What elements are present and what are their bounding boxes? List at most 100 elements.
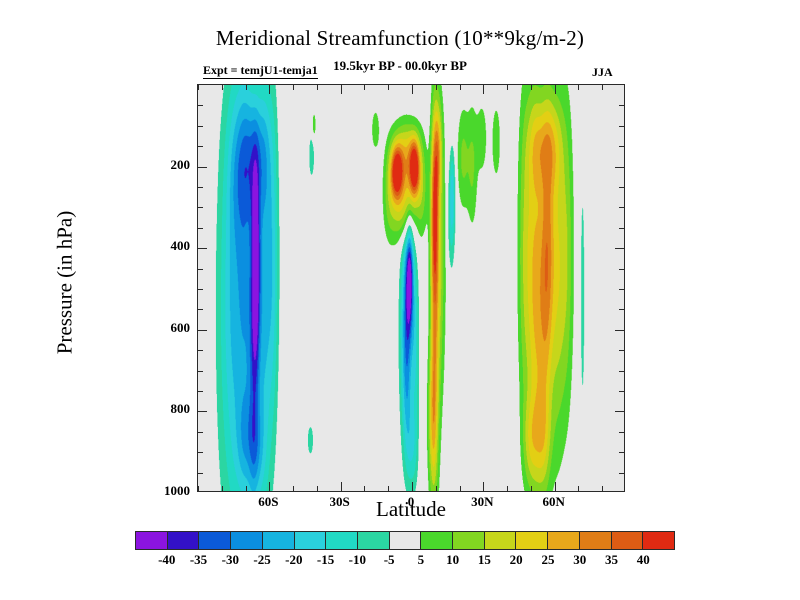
x-tick	[340, 482, 342, 491]
x-tick	[293, 486, 295, 491]
colorbar-tick-label: 15	[477, 552, 491, 567]
x-tick	[340, 85, 342, 94]
colorbar-cell	[579, 532, 612, 549]
x-tick	[483, 85, 485, 94]
colorbar-cell	[167, 532, 200, 549]
y-tick	[619, 207, 624, 209]
colorbar-cell	[199, 532, 232, 549]
y-tick-label: 600	[170, 319, 191, 335]
colorbar-cell	[643, 532, 674, 549]
colorbar-cell	[389, 532, 422, 549]
x-tick	[221, 486, 223, 491]
y-tick	[619, 350, 624, 352]
x-tick	[198, 85, 199, 90]
y-tick	[198, 329, 207, 331]
y-tick	[198, 370, 203, 372]
y-tick	[198, 431, 203, 433]
colorbar-cell	[453, 532, 485, 549]
colorbar-tick-label: 10	[446, 552, 460, 567]
colorbar-cell	[484, 532, 517, 549]
y-tick	[198, 289, 203, 290]
y-tick	[619, 125, 624, 127]
y-tick	[198, 350, 203, 352]
x-tick	[435, 486, 437, 491]
colorbar-tick-label: 35	[604, 552, 618, 567]
x-tick	[221, 85, 223, 90]
y-axis-title: Pressure (in hPa)	[52, 210, 77, 355]
colorbar-tick-label: -10	[348, 552, 367, 567]
x-tick	[554, 482, 556, 491]
x-tick	[364, 85, 366, 90]
experiment-label: Expt = temjU1-temja1	[203, 63, 318, 79]
y-tick	[198, 105, 203, 107]
colorbar-cell	[326, 532, 358, 549]
y-tick	[198, 472, 203, 474]
colorbar	[135, 531, 675, 550]
y-tick-label: 400	[170, 238, 191, 254]
x-tick	[602, 486, 604, 491]
colorbar-tick-label: 40	[636, 552, 650, 567]
x-tick-label: 0	[407, 494, 415, 509]
y-tick	[619, 431, 624, 433]
x-tick	[364, 486, 366, 491]
x-tick-label: 30S	[329, 494, 350, 509]
x-tick	[507, 486, 509, 491]
x-tick	[507, 85, 509, 90]
y-tick	[198, 187, 203, 188]
x-tick	[578, 486, 580, 491]
y-tick	[198, 227, 203, 229]
x-tick	[388, 486, 390, 491]
colorbar-tick-label: 5	[417, 552, 425, 567]
colorbar-tick-label: -40	[158, 552, 176, 567]
colorbar-tick-label: -20	[285, 552, 303, 567]
y-tick	[198, 146, 203, 148]
y-tick	[619, 187, 624, 188]
colorbar-tick-label: -25	[253, 552, 271, 567]
y-tick	[615, 248, 624, 250]
x-tick	[483, 482, 485, 491]
x-tick	[459, 85, 461, 90]
colorbar-cell	[421, 532, 454, 549]
y-tick	[198, 309, 203, 311]
x-axis-title: Latitude	[376, 497, 446, 521]
colorbar-cell	[516, 532, 549, 549]
x-tick	[269, 85, 271, 94]
colorbar-tick-label: -30	[221, 552, 239, 567]
colorbar-cell	[136, 532, 168, 549]
colorbar-cell	[611, 532, 644, 549]
x-tick	[198, 486, 199, 491]
x-tick	[269, 482, 271, 491]
x-tick	[530, 486, 532, 491]
chart-subtitle: 19.5kyr BP - 00.0kyr BP	[333, 58, 467, 73]
x-tick	[316, 85, 318, 90]
y-tick	[198, 248, 207, 250]
colorbar-cell	[231, 532, 263, 549]
x-tick-label: 30N	[471, 494, 494, 509]
x-tick	[530, 85, 532, 90]
y-tick-label: 1000	[164, 483, 190, 498]
y-tick	[619, 289, 624, 290]
colorbar-tick-label: -5	[383, 552, 395, 567]
y-tick	[198, 207, 203, 209]
x-tick	[412, 85, 413, 94]
colorbar-tick-label: 25	[541, 552, 555, 567]
colorbar-tick-label: -35	[189, 552, 208, 567]
y-tick	[619, 146, 624, 148]
y-tick	[619, 391, 624, 392]
x-tick	[316, 486, 318, 491]
x-tick	[459, 486, 461, 491]
y-tick	[198, 452, 203, 454]
x-tick	[388, 85, 390, 90]
colorbar-tick-label: -15	[316, 552, 335, 567]
plot-area	[197, 84, 625, 492]
x-tick	[602, 85, 604, 90]
y-tick	[615, 166, 624, 168]
y-tick	[619, 309, 624, 311]
season-label: JJA	[592, 65, 613, 79]
y-tick	[619, 105, 624, 107]
x-tick	[245, 486, 247, 491]
y-tick	[615, 329, 624, 331]
y-tick	[619, 227, 624, 229]
x-tick	[412, 482, 413, 491]
x-tick-label: 60S	[258, 494, 279, 509]
